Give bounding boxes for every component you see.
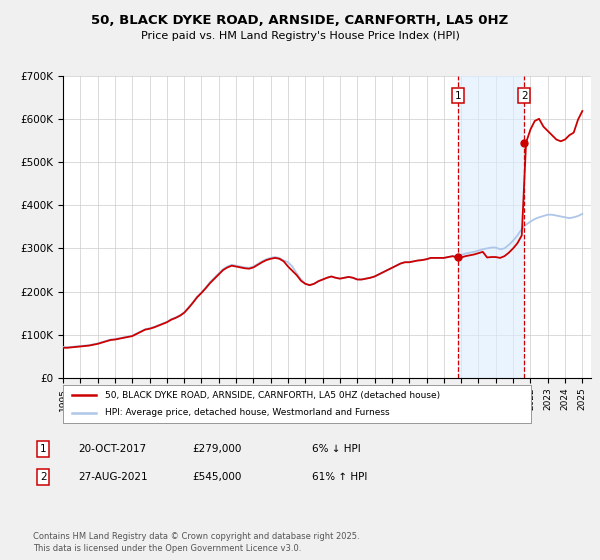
Text: £545,000: £545,000: [192, 472, 241, 482]
Text: 6% ↓ HPI: 6% ↓ HPI: [312, 444, 361, 454]
Text: HPI: Average price, detached house, Westmorland and Furness: HPI: Average price, detached house, West…: [105, 408, 390, 417]
Text: 1: 1: [454, 91, 461, 101]
Text: 1: 1: [40, 444, 47, 454]
Text: 2: 2: [521, 91, 527, 101]
Text: 20-OCT-2017: 20-OCT-2017: [78, 444, 146, 454]
Text: Contains HM Land Registry data © Crown copyright and database right 2025.
This d: Contains HM Land Registry data © Crown c…: [33, 533, 359, 553]
Text: 50, BLACK DYKE ROAD, ARNSIDE, CARNFORTH, LA5 0HZ: 50, BLACK DYKE ROAD, ARNSIDE, CARNFORTH,…: [91, 14, 509, 27]
Text: Price paid vs. HM Land Registry's House Price Index (HPI): Price paid vs. HM Land Registry's House …: [140, 31, 460, 41]
Text: 61% ↑ HPI: 61% ↑ HPI: [312, 472, 367, 482]
Bar: [458, 76, 524, 378]
Text: £279,000: £279,000: [192, 444, 241, 454]
Text: 2: 2: [40, 472, 47, 482]
Text: 27-AUG-2021: 27-AUG-2021: [78, 472, 148, 482]
Text: 50, BLACK DYKE ROAD, ARNSIDE, CARNFORTH, LA5 0HZ (detached house): 50, BLACK DYKE ROAD, ARNSIDE, CARNFORTH,…: [105, 390, 440, 399]
